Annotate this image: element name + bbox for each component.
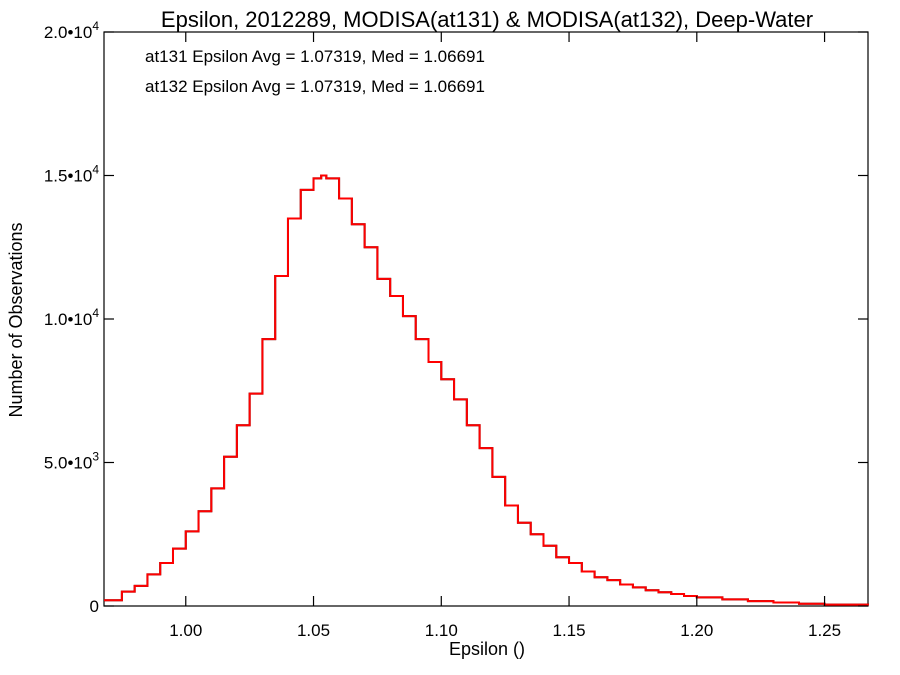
chart-title: Epsilon, 2012289, MODISA(at131) & MODISA… (161, 7, 813, 32)
series-line-at131 (104, 174, 869, 606)
y-tick-label: 0 (90, 597, 99, 616)
x-tick-label: 1.05 (297, 621, 330, 640)
x-axis-label: Epsilon () (449, 639, 525, 659)
annotation-at131: at131 Epsilon Avg = 1.07319, Med = 1.066… (145, 47, 485, 66)
y-tick-label: 5.0•103 (44, 450, 100, 473)
annotation-at132: at132 Epsilon Avg = 1.07319, Med = 1.066… (145, 77, 485, 96)
y-axis-label: Number of Observations (6, 222, 26, 417)
y-tick-label: 2.0•104 (44, 19, 100, 42)
x-tick-label: 1.20 (680, 621, 713, 640)
plot-axes (103, 31, 869, 607)
series-layer (104, 174, 869, 606)
x-tick-label: 1.15 (552, 621, 585, 640)
x-tick-label: 1.10 (425, 621, 458, 640)
x-tick-label: 1.25 (808, 621, 841, 640)
x-tick-label: 1.00 (169, 621, 202, 640)
y-tick-label: 1.5•104 (44, 163, 100, 186)
series-line-at132 (104, 174, 869, 606)
plot-frame (103, 31, 869, 607)
axis-ticks: 1.00 1.05 1.10 1.15 1.20 1.25 0 5.0•103 1.0•104 1… (44, 19, 868, 640)
y-tick-label: 1.0•104 (44, 306, 100, 329)
